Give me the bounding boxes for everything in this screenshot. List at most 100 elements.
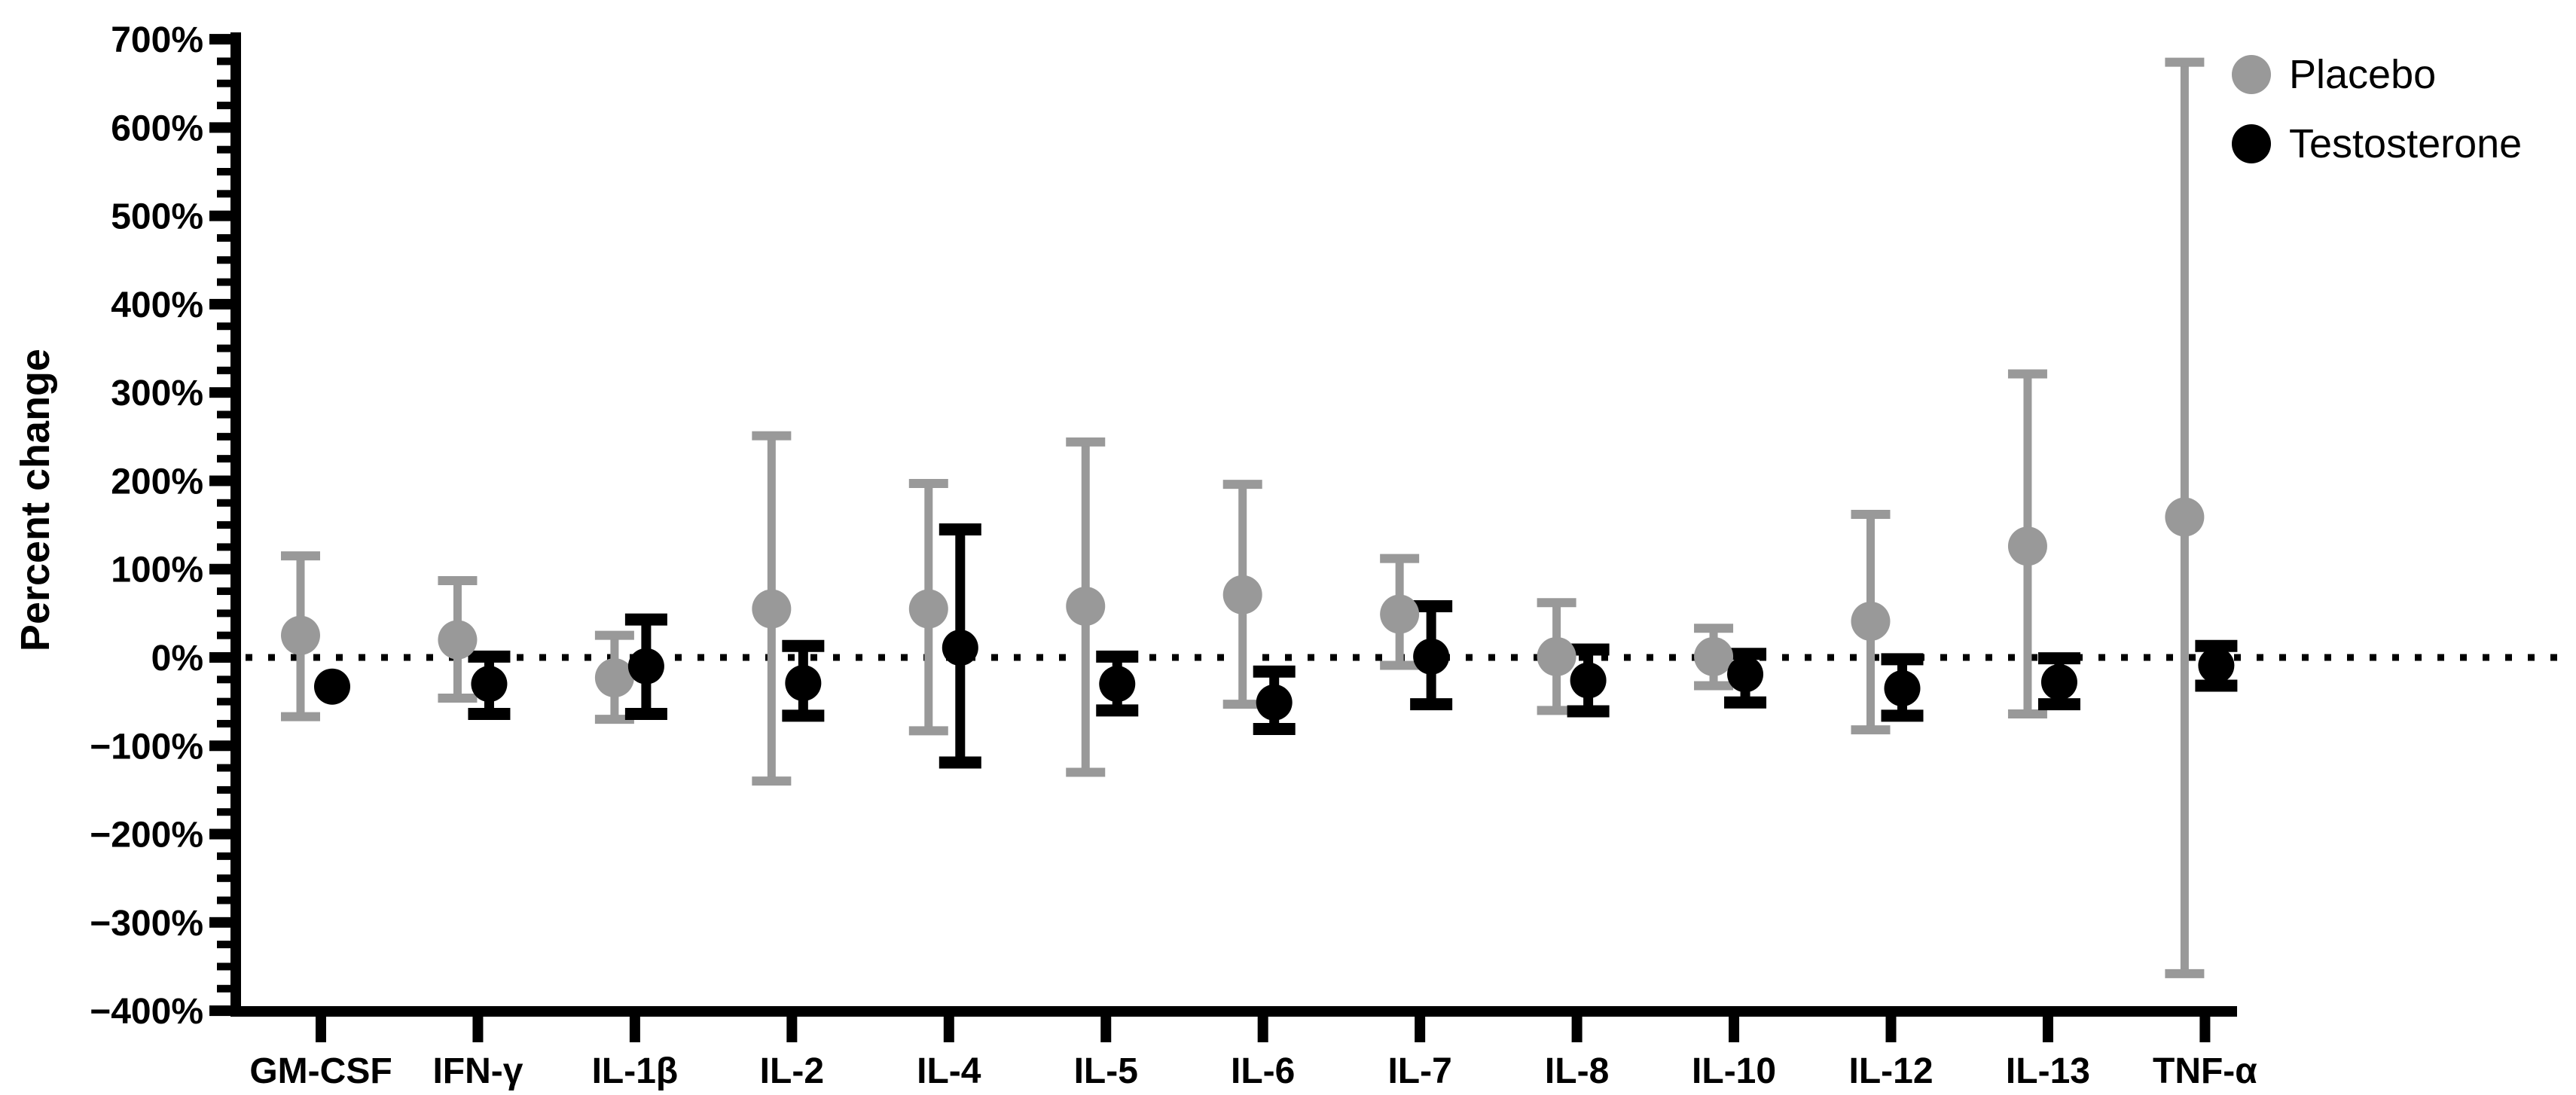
x-category-label: IL-2 [760,1051,824,1091]
data-point-placebo [1222,575,1262,615]
data-point-testosterone [2198,647,2235,684]
x-tick [2042,1017,2053,1042]
y-tick-major [209,122,230,133]
y-tick-major [209,740,230,752]
y-tick-minor [217,984,230,993]
y-tick-major [209,34,230,45]
data-point-testosterone [314,668,350,705]
x-axis-line [230,1006,2237,1017]
y-tick-major [209,387,230,398]
y-tick-major [209,298,230,310]
y-tick-minor [217,366,230,374]
y-tick-label: 200% [111,462,203,502]
y-tick-label: −200% [90,816,203,856]
data-point-testosterone [627,648,664,685]
y-tick-major [209,563,230,575]
data-point-testosterone [942,630,978,666]
x-tick [2199,1017,2211,1042]
y-tick-minor [217,874,230,883]
y-tick-minor [217,432,230,441]
y-tick-label: 500% [111,197,203,237]
y-tick-minor [217,278,230,286]
data-point-placebo [1380,594,1420,634]
data-point-placebo [281,615,320,655]
x-category-label: IFN-γ [432,1051,523,1091]
y-tick-minor [217,587,230,596]
x-tick [1885,1017,1897,1042]
data-point-testosterone [785,665,822,702]
y-tick-minor [217,962,230,971]
y-tick-label: −100% [90,727,203,767]
x-category-label: IL-10 [1692,1051,1776,1091]
x-category-label: IL-12 [1848,1051,1933,1091]
y-tick-label: 400% [111,285,203,325]
y-tick-minor [217,233,230,242]
data-point-placebo [752,589,792,629]
y-tick-label: −400% [90,992,203,1032]
x-category-label: IL-7 [1387,1051,1451,1091]
data-point-testosterone [1727,656,1764,693]
placebo-swatch-icon [2232,55,2271,94]
y-tick-minor [217,808,230,816]
data-point-testosterone [2040,663,2077,700]
y-tick-major [209,210,230,221]
x-tick [472,1017,484,1042]
y-tick-minor [217,344,230,352]
y-tick-minor [217,190,230,198]
y-tick-minor [217,256,230,264]
y-tick-label: 100% [111,551,203,590]
data-point-testosterone [1256,684,1293,721]
data-point-placebo [1066,586,1106,626]
y-tick-label: 600% [111,108,203,148]
x-category-label: IL-4 [917,1051,981,1091]
legend-item-testosterone: Testosterone [2232,120,2522,167]
y-tick-minor [217,543,230,551]
x-tick [1415,1017,1426,1042]
y-tick-minor [217,676,230,684]
x-category-label: IL-13 [2006,1051,2090,1091]
y-tick-major [209,652,230,663]
data-point-placebo [2007,526,2047,566]
y-tick-minor [217,499,230,507]
y-tick-minor [217,57,230,66]
y-tick-minor [217,168,230,176]
data-point-placebo [908,589,948,629]
data-point-placebo [1851,601,1891,641]
data-point-testosterone [1413,638,1450,675]
x-tick [1729,1017,1740,1042]
y-tick-major [209,1005,230,1017]
y-tick-minor [217,79,230,87]
x-tick [786,1017,798,1042]
y-tick-major [209,828,230,840]
y-axis-title: Percent change [13,348,58,652]
data-point-testosterone [471,666,508,703]
data-point-placebo [1537,636,1576,676]
y-tick-minor [217,322,230,331]
data-point-placebo [2165,497,2205,537]
y-tick-minor [217,764,230,772]
y-tick-minor [217,521,230,529]
x-tick [1257,1017,1268,1042]
x-category-label: GM-CSF [249,1051,392,1091]
x-category-label: IL-8 [1545,1051,1609,1091]
y-tick-minor [217,410,230,419]
data-point-placebo [438,620,478,660]
x-tick [1571,1017,1583,1042]
x-category-label: IL-5 [1074,1051,1138,1091]
data-point-placebo [1694,636,1734,676]
y-tick-major [209,917,230,928]
x-category-label: IL-1β [592,1051,679,1091]
y-axis-line [230,32,241,1017]
x-tick [1100,1017,1112,1042]
y-tick-minor [217,941,230,949]
legend-label-placebo: Placebo [2289,52,2437,97]
y-tick-minor [217,719,230,727]
legend-label-testosterone: Testosterone [2289,121,2523,166]
y-tick-minor [217,697,230,706]
y-tick-minor [217,896,230,904]
y-tick-label: −300% [90,904,203,944]
data-point-testosterone [1099,666,1136,703]
y-tick-minor [217,852,230,860]
